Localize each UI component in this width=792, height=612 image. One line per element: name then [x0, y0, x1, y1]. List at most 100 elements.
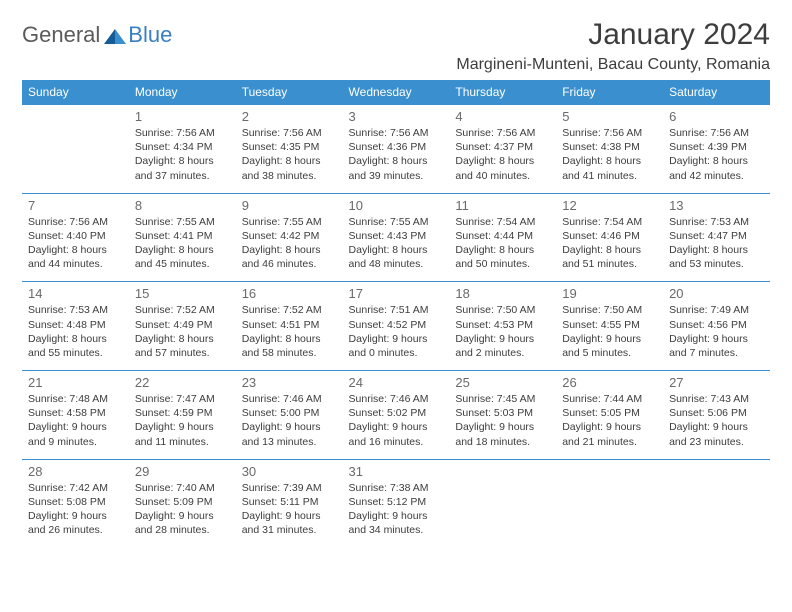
info-line: Sunset: 4:47 PM: [669, 229, 764, 243]
info-line: and 18 minutes.: [455, 435, 550, 449]
day-number: 25: [455, 375, 550, 390]
day-number: 15: [135, 286, 230, 301]
day-number: 7: [28, 198, 123, 213]
weekday-header: Wednesday: [343, 80, 450, 105]
calendar-cell: 13Sunrise: 7:53 AMSunset: 4:47 PMDayligh…: [663, 193, 770, 282]
calendar-row: 28Sunrise: 7:42 AMSunset: 5:08 PMDayligh…: [22, 459, 770, 547]
info-line: Daylight: 9 hours: [349, 332, 444, 346]
calendar-cell: 23Sunrise: 7:46 AMSunset: 5:00 PMDayligh…: [236, 371, 343, 460]
info-line: Sunset: 4:49 PM: [135, 318, 230, 332]
day-info: Sunrise: 7:47 AMSunset: 4:59 PMDaylight:…: [135, 392, 230, 449]
calendar-cell: 2Sunrise: 7:56 AMSunset: 4:35 PMDaylight…: [236, 105, 343, 194]
day-number: 29: [135, 464, 230, 479]
info-line: Sunset: 4:42 PM: [242, 229, 337, 243]
info-line: Sunrise: 7:56 AM: [242, 126, 337, 140]
calendar-cell: 18Sunrise: 7:50 AMSunset: 4:53 PMDayligh…: [449, 282, 556, 371]
calendar-cell: 17Sunrise: 7:51 AMSunset: 4:52 PMDayligh…: [343, 282, 450, 371]
day-number: 1: [135, 109, 230, 124]
info-line: Sunset: 5:05 PM: [562, 406, 657, 420]
info-line: Sunrise: 7:45 AM: [455, 392, 550, 406]
info-line: and 21 minutes.: [562, 435, 657, 449]
info-line: Sunset: 4:56 PM: [669, 318, 764, 332]
info-line: Sunrise: 7:54 AM: [455, 215, 550, 229]
day-number: 14: [28, 286, 123, 301]
info-line: Daylight: 8 hours: [28, 332, 123, 346]
info-line: Daylight: 9 hours: [135, 509, 230, 523]
info-line: and 34 minutes.: [349, 523, 444, 537]
info-line: and 28 minutes.: [135, 523, 230, 537]
info-line: Sunset: 5:11 PM: [242, 495, 337, 509]
title-block: January 2024 Margineni-Munteni, Bacau Co…: [456, 18, 770, 74]
calendar-cell: 7Sunrise: 7:56 AMSunset: 4:40 PMDaylight…: [22, 193, 129, 282]
info-line: Sunset: 4:39 PM: [669, 140, 764, 154]
info-line: Daylight: 9 hours: [349, 509, 444, 523]
day-number: 13: [669, 198, 764, 213]
info-line: Daylight: 8 hours: [562, 154, 657, 168]
info-line: Sunset: 5:02 PM: [349, 406, 444, 420]
info-line: Sunset: 4:35 PM: [242, 140, 337, 154]
day-number: 12: [562, 198, 657, 213]
info-line: Daylight: 9 hours: [455, 332, 550, 346]
info-line: Sunset: 4:37 PM: [455, 140, 550, 154]
logo-text-blue: Blue: [128, 22, 172, 48]
info-line: Sunset: 4:40 PM: [28, 229, 123, 243]
info-line: Daylight: 8 hours: [455, 154, 550, 168]
info-line: Sunrise: 7:44 AM: [562, 392, 657, 406]
info-line: and 42 minutes.: [669, 169, 764, 183]
day-info: Sunrise: 7:50 AMSunset: 4:55 PMDaylight:…: [562, 303, 657, 360]
day-info: Sunrise: 7:56 AMSunset: 4:38 PMDaylight:…: [562, 126, 657, 183]
info-line: and 39 minutes.: [349, 169, 444, 183]
day-info: Sunrise: 7:56 AMSunset: 4:36 PMDaylight:…: [349, 126, 444, 183]
day-info: Sunrise: 7:42 AMSunset: 5:08 PMDaylight:…: [28, 481, 123, 538]
calendar-cell: [556, 459, 663, 547]
info-line: Sunrise: 7:55 AM: [349, 215, 444, 229]
day-info: Sunrise: 7:48 AMSunset: 4:58 PMDaylight:…: [28, 392, 123, 449]
info-line: Daylight: 9 hours: [562, 420, 657, 434]
info-line: and 31 minutes.: [242, 523, 337, 537]
day-info: Sunrise: 7:50 AMSunset: 4:53 PMDaylight:…: [455, 303, 550, 360]
info-line: Daylight: 9 hours: [242, 420, 337, 434]
info-line: Sunrise: 7:55 AM: [135, 215, 230, 229]
month-title: January 2024: [456, 18, 770, 52]
info-line: and 0 minutes.: [349, 346, 444, 360]
day-number: 11: [455, 198, 550, 213]
header: General Blue January 2024 Margineni-Munt…: [22, 18, 770, 74]
info-line: Sunset: 5:08 PM: [28, 495, 123, 509]
calendar-cell: 1Sunrise: 7:56 AMSunset: 4:34 PMDaylight…: [129, 105, 236, 194]
day-info: Sunrise: 7:38 AMSunset: 5:12 PMDaylight:…: [349, 481, 444, 538]
info-line: Sunset: 4:58 PM: [28, 406, 123, 420]
info-line: and 45 minutes.: [135, 257, 230, 271]
info-line: and 46 minutes.: [242, 257, 337, 271]
info-line: Sunrise: 7:42 AM: [28, 481, 123, 495]
day-number: 5: [562, 109, 657, 124]
info-line: and 55 minutes.: [28, 346, 123, 360]
info-line: Sunset: 4:34 PM: [135, 140, 230, 154]
info-line: Sunset: 4:52 PM: [349, 318, 444, 332]
info-line: Sunrise: 7:46 AM: [349, 392, 444, 406]
info-line: and 57 minutes.: [135, 346, 230, 360]
info-line: Sunrise: 7:55 AM: [242, 215, 337, 229]
calendar-cell: 21Sunrise: 7:48 AMSunset: 4:58 PMDayligh…: [22, 371, 129, 460]
calendar-cell: 28Sunrise: 7:42 AMSunset: 5:08 PMDayligh…: [22, 459, 129, 547]
weekday-header: Friday: [556, 80, 663, 105]
calendar-row: 7Sunrise: 7:56 AMSunset: 4:40 PMDaylight…: [22, 193, 770, 282]
info-line: and 2 minutes.: [455, 346, 550, 360]
day-number: 17: [349, 286, 444, 301]
info-line: and 7 minutes.: [669, 346, 764, 360]
info-line: and 38 minutes.: [242, 169, 337, 183]
day-number: 31: [349, 464, 444, 479]
calendar-cell: 30Sunrise: 7:39 AMSunset: 5:11 PMDayligh…: [236, 459, 343, 547]
info-line: Sunset: 4:36 PM: [349, 140, 444, 154]
info-line: Sunrise: 7:50 AM: [562, 303, 657, 317]
calendar-table: Sunday Monday Tuesday Wednesday Thursday…: [22, 80, 770, 547]
info-line: Sunrise: 7:52 AM: [135, 303, 230, 317]
day-number: 4: [455, 109, 550, 124]
info-line: Sunrise: 7:39 AM: [242, 481, 337, 495]
info-line: Daylight: 9 hours: [562, 332, 657, 346]
info-line: Sunset: 4:59 PM: [135, 406, 230, 420]
info-line: and 13 minutes.: [242, 435, 337, 449]
day-number: 6: [669, 109, 764, 124]
logo-text-general: General: [22, 22, 100, 48]
info-line: Daylight: 8 hours: [669, 154, 764, 168]
day-number: 24: [349, 375, 444, 390]
